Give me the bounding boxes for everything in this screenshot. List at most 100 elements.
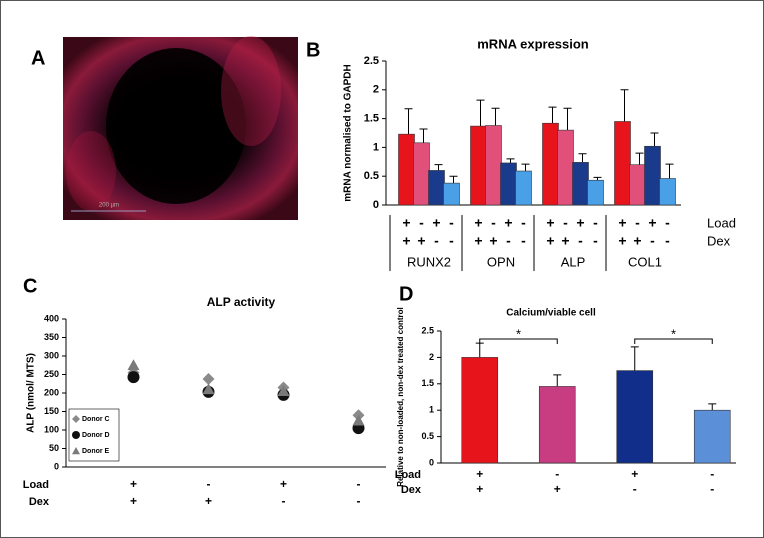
condition-value: +: [546, 233, 554, 249]
condition-value: +: [130, 477, 137, 491]
panel-label: A: [31, 47, 45, 69]
condition-value: -: [521, 233, 526, 249]
bar: [629, 164, 646, 206]
point: [202, 372, 215, 385]
legend-marker: [72, 431, 80, 439]
condition-value: +: [489, 233, 497, 249]
condition-value: -: [578, 233, 583, 249]
significance-bracket: [634, 338, 713, 344]
panel-label: B: [306, 39, 320, 61]
condition-value: +: [576, 215, 584, 231]
y-axis-label: ALP (nmol/ MTS): [26, 353, 37, 433]
condition-name: Dex: [707, 233, 731, 248]
error-bar: [521, 163, 530, 172]
x-tick-label: ALP: [561, 254, 586, 269]
bar: [693, 409, 731, 464]
y-tick-label: 2.5: [421, 325, 434, 335]
condition-value: -: [665, 233, 670, 249]
condition-name: Load: [395, 469, 421, 481]
bar: [485, 125, 502, 206]
y-tick-label: 1: [373, 141, 379, 153]
y-tick-label: 2.5: [364, 55, 379, 67]
error-bar: [404, 108, 413, 135]
significance-label: *: [671, 326, 676, 341]
error-bar: [665, 163, 674, 179]
bar: [644, 145, 661, 206]
chart-title: ALP activity: [207, 295, 276, 309]
y-tick-label: 1.5: [421, 378, 434, 388]
y-tick-label: 350: [44, 332, 59, 342]
condition-value: -: [449, 215, 454, 231]
condition-value: +: [618, 215, 626, 231]
x-tick-label: RUNX2: [407, 254, 451, 269]
y-tick-label: 400: [44, 313, 59, 323]
error-bar: [476, 99, 485, 127]
condition-value: -: [491, 215, 496, 231]
x-tick-label: COL1: [628, 254, 662, 269]
condition-value: +: [561, 233, 569, 249]
condition-value: -: [650, 233, 655, 249]
y-tick-label: 200: [44, 387, 59, 397]
condition-name: Dex: [29, 496, 50, 508]
y-tick-label: 0.5: [421, 431, 434, 441]
condition-value: -: [282, 494, 286, 508]
error-bar: [449, 175, 458, 184]
y-tick-label: 250: [44, 369, 59, 379]
condition-value: +: [130, 494, 137, 508]
bar: [443, 182, 460, 206]
error-bar: [630, 346, 639, 371]
y-tick-label: 0: [54, 461, 59, 471]
error-bar: [563, 107, 572, 131]
legend-marker: [72, 415, 80, 423]
point: [352, 414, 365, 426]
condition-value: -: [449, 233, 454, 249]
bar: [538, 386, 576, 464]
condition-value: -: [593, 233, 598, 249]
error-bar: [578, 153, 587, 163]
y-tick-label: 0: [429, 457, 434, 467]
error-bar: [475, 342, 484, 358]
legend-label: Donor E: [82, 448, 110, 455]
error-bar: [419, 128, 428, 143]
condition-value: -: [593, 215, 598, 231]
y-tick-label: 1: [429, 405, 434, 415]
error-bar: [434, 164, 443, 171]
condition-value: +: [546, 215, 554, 231]
condition-value: +: [205, 494, 212, 508]
panel-label: D: [399, 283, 413, 305]
condition-value: +: [618, 233, 626, 249]
bar: [572, 162, 589, 206]
condition-value: -: [357, 494, 361, 508]
bar: [515, 170, 532, 206]
error-bar: [650, 132, 659, 147]
error-bar: [548, 106, 557, 124]
condition-value: -: [633, 482, 637, 496]
condition-value: +: [476, 467, 483, 481]
error-bar: [491, 107, 500, 126]
significance-bracket: [479, 338, 558, 344]
error-bar: [593, 176, 602, 181]
condition-name: Dex: [401, 484, 422, 496]
y-tick-label: 2: [373, 84, 379, 96]
y-axis-label: Relative to non-loaded, non-dex treated …: [396, 307, 405, 487]
condition-value: -: [710, 482, 714, 496]
error-bar: [708, 403, 717, 411]
bar: [470, 125, 487, 206]
condition-name: Load: [23, 479, 49, 491]
bar: [500, 162, 517, 206]
y-tick-label: 50: [49, 443, 59, 453]
condition-value: -: [635, 215, 640, 231]
condition-value: -: [521, 215, 526, 231]
error-bar: [506, 158, 515, 163]
y-tick-label: 2: [429, 352, 434, 362]
y-tick-label: 1.5: [364, 113, 379, 125]
condition-value: -: [506, 233, 511, 249]
bar: [659, 178, 676, 206]
condition-value: +: [648, 215, 656, 231]
y-tick-label: 100: [44, 424, 59, 434]
condition-value: +: [417, 233, 425, 249]
bar: [614, 121, 631, 206]
error-bar: [620, 89, 629, 122]
